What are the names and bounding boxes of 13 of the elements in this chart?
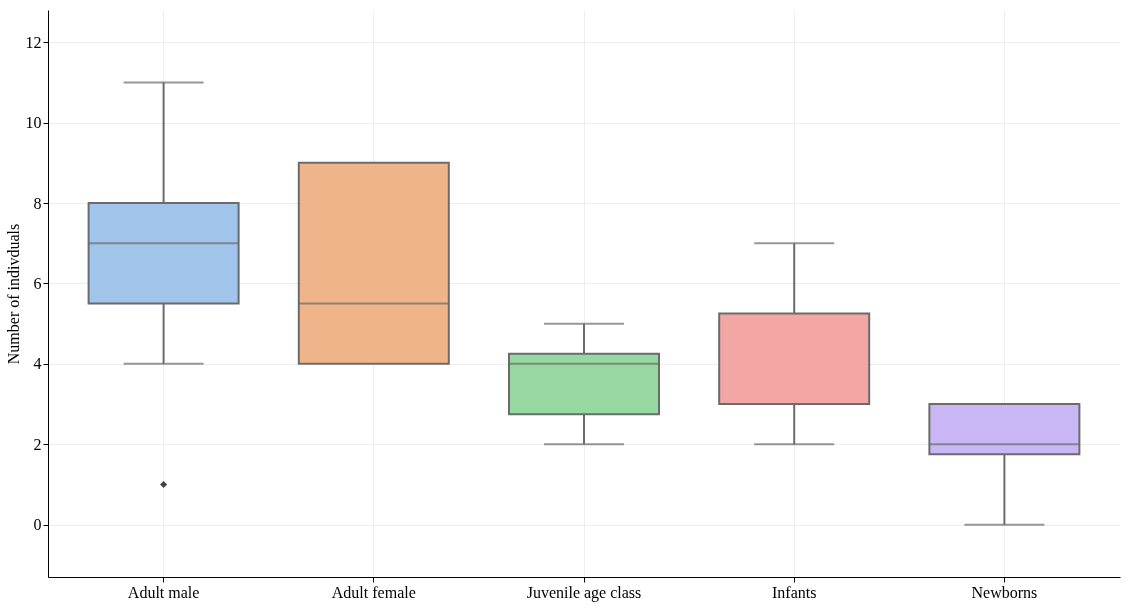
y-tick-label: 12 <box>25 33 42 51</box>
y-tick-label: 4 <box>33 355 42 373</box>
x-tick-label: Newborns <box>971 583 1038 601</box>
y-tick-label: 10 <box>25 114 42 132</box>
x-tick-label: Juvenile age class <box>526 583 642 602</box>
x-tick-label: Adult female <box>331 583 416 601</box>
y-tick-label: 0 <box>33 516 42 534</box>
x-tick-label: Adult male <box>127 583 200 601</box>
y-axis-title: Number of indivduals <box>4 223 22 365</box>
y-tick-label: 8 <box>33 194 42 212</box>
y-tick-label: 6 <box>33 274 42 292</box>
x-tick-label: Infants <box>771 583 817 601</box>
y-tick-label: 2 <box>33 435 42 453</box>
